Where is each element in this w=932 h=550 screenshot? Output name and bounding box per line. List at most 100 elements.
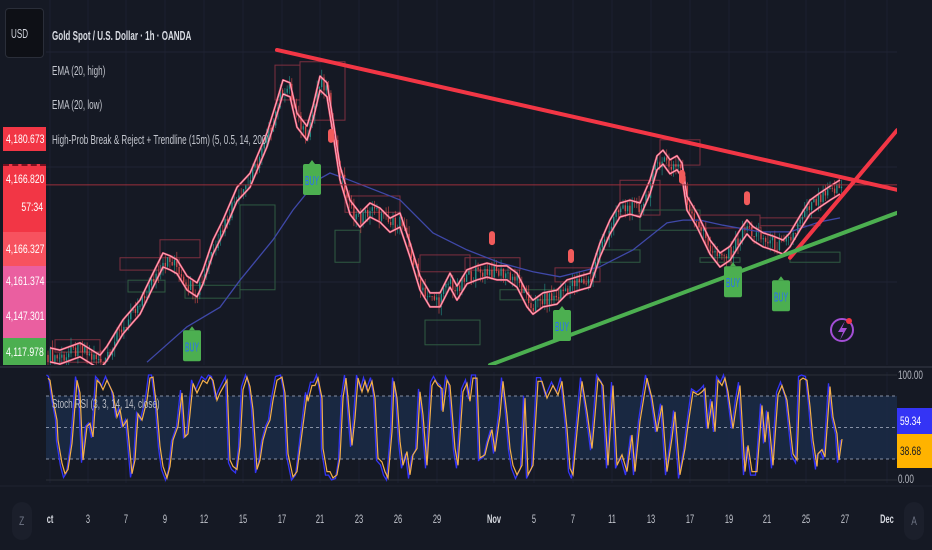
candle-body	[827, 189, 829, 196]
timezone-button[interactable]: Z	[12, 502, 32, 540]
candle-body	[479, 269, 482, 273]
candle-body	[804, 210, 806, 217]
lightning-alert-icon[interactable]	[830, 318, 854, 342]
candle-body	[546, 292, 548, 305]
candle-body	[316, 89, 318, 106]
candle-body	[753, 236, 755, 238]
candle-body	[484, 269, 486, 277]
candle-body	[153, 278, 155, 282]
currency-button[interactable]: USD	[5, 8, 44, 58]
auto-scale-button[interactable]: A	[904, 502, 924, 540]
candle-body	[599, 247, 601, 259]
candle-body	[387, 214, 390, 223]
candle-body	[615, 210, 617, 217]
buy-signal[interactable]: BUY	[553, 306, 571, 342]
candle-body	[114, 341, 116, 350]
buy-label-box	[553, 310, 571, 342]
candle-body	[764, 238, 767, 242]
candle-body	[357, 213, 360, 215]
candle-body	[597, 258, 599, 262]
symbol-title[interactable]: Gold Spot / U.S. Dollar · 1h · OANDA	[52, 28, 192, 43]
candle-body	[284, 92, 286, 95]
range-box	[119, 257, 161, 271]
buy-signal[interactable]: BUY	[772, 276, 790, 312]
time-tick-label: 26	[393, 512, 403, 526]
candle-body	[424, 287, 426, 297]
candle-body	[171, 261, 173, 266]
buy-label-text: BUY	[305, 173, 319, 188]
candle-body	[353, 205, 355, 220]
time-tick-label: 19	[724, 512, 734, 526]
candle-body	[516, 275, 518, 281]
candle-body	[130, 310, 132, 320]
candle-body	[493, 265, 495, 278]
candle-body	[567, 288, 569, 293]
range-box	[419, 254, 471, 273]
candle-body	[617, 210, 620, 213]
candle-body	[456, 285, 459, 292]
price-label-ema-high: 4,180.673	[3, 127, 46, 151]
candle-body	[399, 217, 401, 228]
candle-body	[491, 269, 493, 278]
candle-body	[376, 208, 378, 209]
candle-body	[192, 280, 194, 295]
stoch-k-value-badge: 59.34	[897, 408, 932, 434]
stoch-d-value-badge: 38.68	[897, 434, 932, 468]
candle-body	[185, 282, 187, 287]
candle-body	[511, 276, 514, 281]
indicator-break-reject[interactable]: High-Prob Break & Reject + Trendline (15…	[52, 132, 270, 147]
candle-body	[54, 355, 56, 362]
time-tick-label: 29	[432, 512, 442, 526]
candle-body	[367, 209, 369, 217]
indicator-ema-low[interactable]: EMA (20, low)	[52, 97, 103, 112]
candle-body	[500, 268, 502, 276]
candle-body	[454, 290, 456, 292]
candle-body	[741, 227, 744, 240]
candle-body	[180, 274, 183, 277]
buy-label-box	[183, 330, 201, 362]
buy-label-box	[772, 280, 790, 312]
candle-body	[429, 296, 431, 298]
buy-signal[interactable]: BUY	[183, 326, 201, 362]
sell-marker	[568, 249, 574, 264]
candle-body	[822, 190, 824, 202]
buy-signal[interactable]: BUY	[724, 262, 742, 298]
candle-body	[679, 164, 682, 169]
candle-body	[709, 245, 712, 252]
candle-body	[792, 232, 794, 241]
time-tick-label: 17	[685, 512, 695, 526]
range-box	[334, 229, 361, 263]
candle-body	[541, 300, 544, 305]
stoch-pane	[46, 372, 897, 483]
candle-body	[562, 289, 564, 292]
candle-body	[691, 211, 693, 214]
stoch-rsi-legend[interactable]: Stoch RSI (3, 3, 14, 14, close)	[52, 396, 160, 411]
candle-body	[557, 297, 560, 299]
candle-body	[569, 286, 571, 293]
candle-body	[677, 164, 679, 167]
candle-body	[560, 289, 562, 299]
stoch-d-line	[47, 375, 843, 481]
candle-body	[755, 232, 758, 237]
candle-body	[373, 207, 376, 209]
candle-body	[242, 189, 245, 196]
candle-body	[815, 198, 817, 206]
range-box	[789, 251, 841, 263]
candle-body	[495, 265, 498, 271]
candle-body	[760, 230, 762, 240]
buy-signal[interactable]: BUY	[303, 160, 321, 196]
candle-body	[730, 246, 732, 259]
candle-body	[544, 292, 546, 305]
time-tick-label: 27	[840, 512, 850, 526]
stoch-axis-top: 100.00	[898, 368, 923, 382]
candle-body	[468, 271, 470, 275]
candle-body	[654, 162, 656, 171]
candle-body	[833, 188, 836, 194]
candle-body	[346, 192, 348, 198]
indicator-ema-high[interactable]: EMA (20, high)	[52, 63, 106, 78]
notification-dot-icon	[846, 318, 852, 324]
candle-body	[58, 357, 61, 359]
candle-body	[252, 167, 254, 181]
candle-body	[574, 280, 576, 287]
